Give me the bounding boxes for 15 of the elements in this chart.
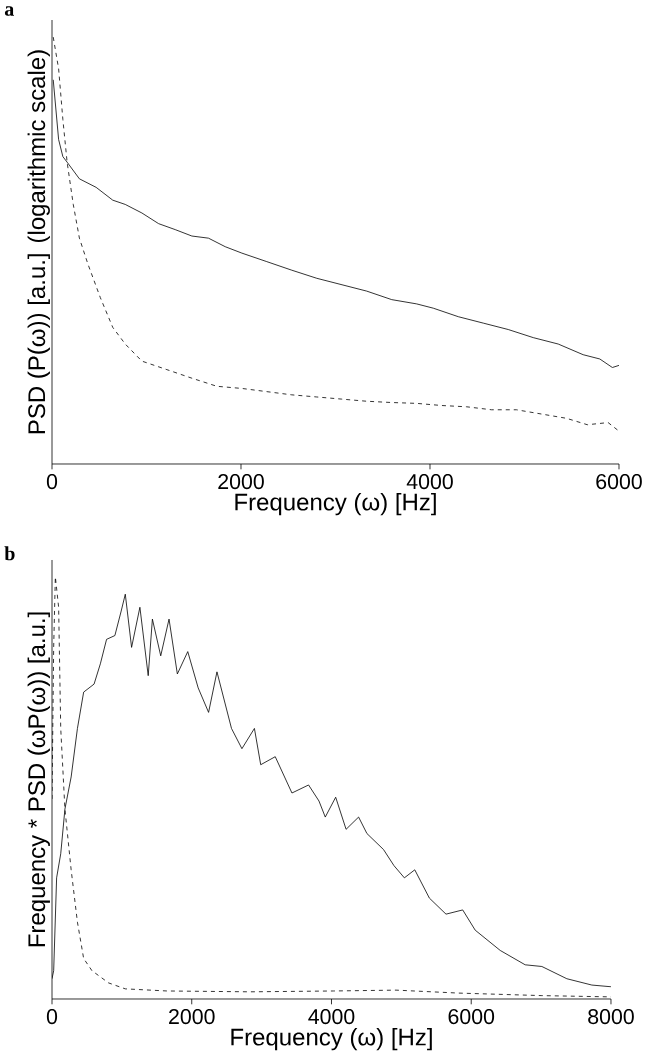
y-axis-title: PSD (P(ω)) [a.u.] (logarithmic scale) [27, 50, 50, 434]
x-axis-title: Frequency (ω) [Hz] [231, 1027, 432, 1051]
x-tick-label: 8000 [588, 1009, 634, 1025]
x-tick-label: 2000 [169, 1009, 215, 1025]
x-tick-label: 4000 [308, 1009, 355, 1025]
x-tick-label: 6000 [596, 474, 642, 490]
x-axis-title: Frequency (ω) [Hz] [235, 492, 436, 516]
x-tick-label: 4000 [406, 474, 453, 490]
x-tick-label: 0 [46, 1009, 58, 1025]
x-tick-label: 2000 [218, 474, 264, 490]
x-tick-label: 6000 [448, 1009, 495, 1025]
y-axis-title: Frequency * PSD (ωP(ω)) [a.u.] [27, 612, 50, 947]
chart-title: a [4, 6, 14, 16]
x-tick-label: 0 [46, 474, 58, 490]
chart-title: b [4, 546, 15, 561]
